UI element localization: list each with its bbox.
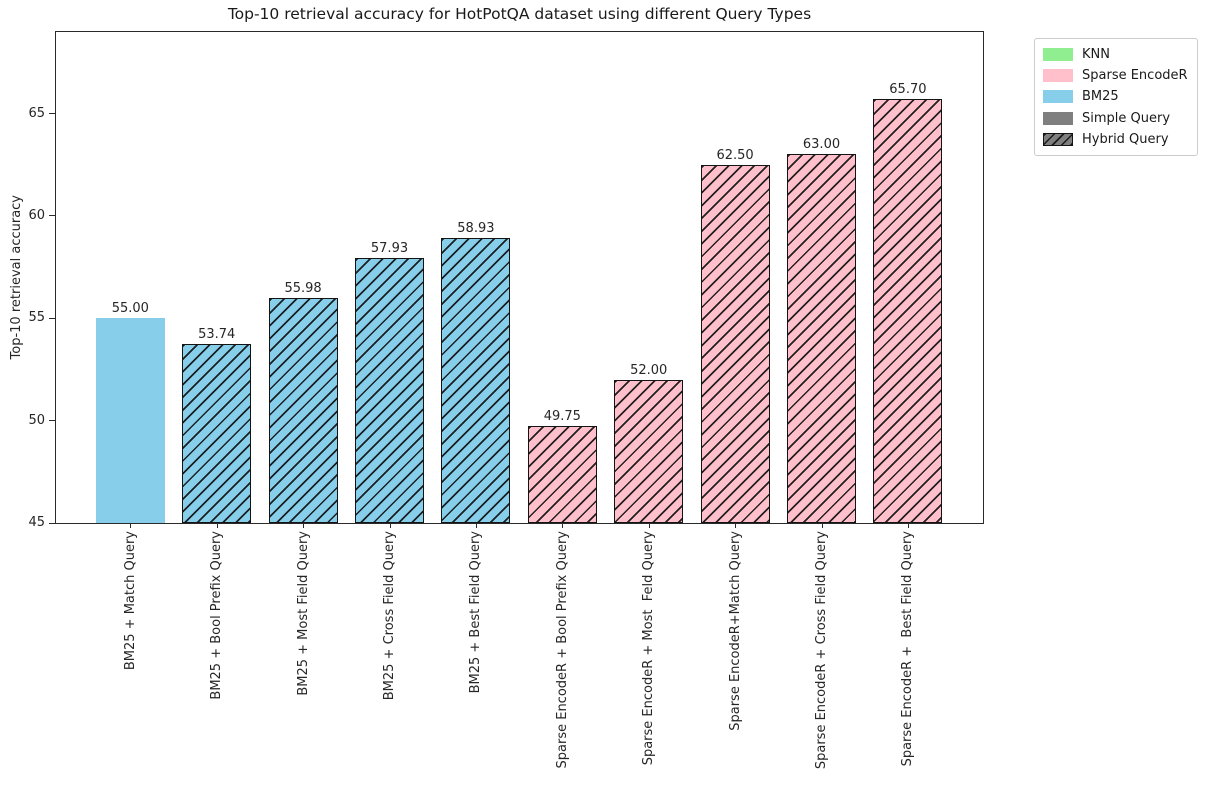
bar-value-label: 58.93	[457, 220, 495, 236]
legend-label: BM25	[1082, 89, 1119, 105]
x-tick-label: Sparse EncodeR + Cross Field Query	[814, 531, 829, 770]
x-tick-label: Sparse EncodeR+Match Query	[727, 531, 743, 731]
x-tick-mark	[475, 524, 477, 528]
legend-swatch	[1043, 111, 1073, 125]
y-tick-mark	[49, 113, 55, 114]
legend-swatch	[1043, 132, 1073, 146]
x-tick-label: BM25 + Bool Prefix Query	[209, 531, 225, 700]
bar	[441, 237, 511, 523]
y-tick-label: 55	[28, 310, 45, 326]
bar	[700, 164, 770, 523]
legend: KNN Sparse EncodeR BM25 Simple Query Hybrid …	[1034, 38, 1198, 156]
bar-value-label: 57.93	[370, 241, 409, 257]
bar-value-label: 62.50	[716, 147, 754, 163]
legend-swatch	[1043, 69, 1073, 83]
y-tick-label: 60	[28, 207, 45, 223]
legend-item: KNN	[1043, 44, 1189, 65]
x-tick-label: Sparse EncodeR + Best Field Query	[900, 531, 916, 767]
bar-value-label: 55.98	[284, 281, 322, 297]
y-tick-mark	[49, 522, 55, 524]
legend-label: Simple Query	[1082, 110, 1171, 126]
bar-value-label: 55.00	[111, 301, 149, 317]
bar	[355, 258, 424, 523]
y-tick-label: 45	[28, 515, 45, 530]
x-tick-mark	[648, 524, 650, 528]
x-tick-mark	[821, 524, 823, 528]
x-tick-mark	[907, 524, 909, 528]
y-tick-label: 50	[28, 412, 45, 428]
x-tick-label: BM25 + Best Field Query	[468, 531, 484, 694]
x-tick-mark	[303, 524, 305, 528]
bar	[268, 298, 338, 523]
x-tick-mark	[389, 524, 391, 528]
bar	[95, 318, 165, 523]
x-tick-mark	[130, 524, 132, 528]
x-tick-mark	[562, 524, 564, 528]
legend-item: Simple Query	[1043, 108, 1189, 129]
bar-value-label: 49.75	[543, 408, 581, 424]
legend-swatch	[1043, 48, 1073, 62]
legend-swatch	[1043, 90, 1073, 104]
bar	[614, 379, 684, 523]
x-tick-mark	[216, 524, 218, 528]
x-tick-label: BM25 + Match Query	[122, 531, 138, 671]
bar	[873, 99, 943, 523]
x-tick-label: BM25 + Most Field Query	[295, 531, 311, 696]
bar	[787, 154, 856, 523]
y-tick-mark	[49, 215, 55, 217]
legend-item: Sparse EncodeR	[1043, 65, 1189, 86]
legend-label: Hybrid Query	[1082, 131, 1169, 147]
bar	[527, 425, 597, 523]
y-tick-mark	[49, 317, 55, 319]
legend-label: Sparse EncodeR	[1082, 68, 1188, 84]
x-tick-label: Sparse EncodeR + Bool Prefix Query	[554, 531, 570, 769]
x-tick-label: BM25 + Cross Field Query	[382, 531, 397, 701]
chart-title: Top-10 retrieval accuracy for HotPotQA d…	[227, 5, 812, 23]
bar-value-label: 52.00	[630, 362, 668, 378]
bar-value-label: 63.00	[802, 137, 841, 153]
legend-item: Hybrid Query	[1043, 129, 1189, 150]
y-tick-label: 65	[28, 105, 45, 121]
x-tick-label: Sparse EncodeR + Most Feld Query	[641, 531, 657, 766]
legend-label: KNN	[1082, 47, 1110, 63]
bar-value-label: 65.70	[889, 82, 927, 98]
bar-value-label: 53.74	[198, 327, 236, 343]
bar	[182, 344, 252, 523]
x-tick-mark	[735, 524, 737, 528]
legend-item: BM25	[1043, 86, 1189, 107]
y-tick-mark	[49, 420, 55, 422]
